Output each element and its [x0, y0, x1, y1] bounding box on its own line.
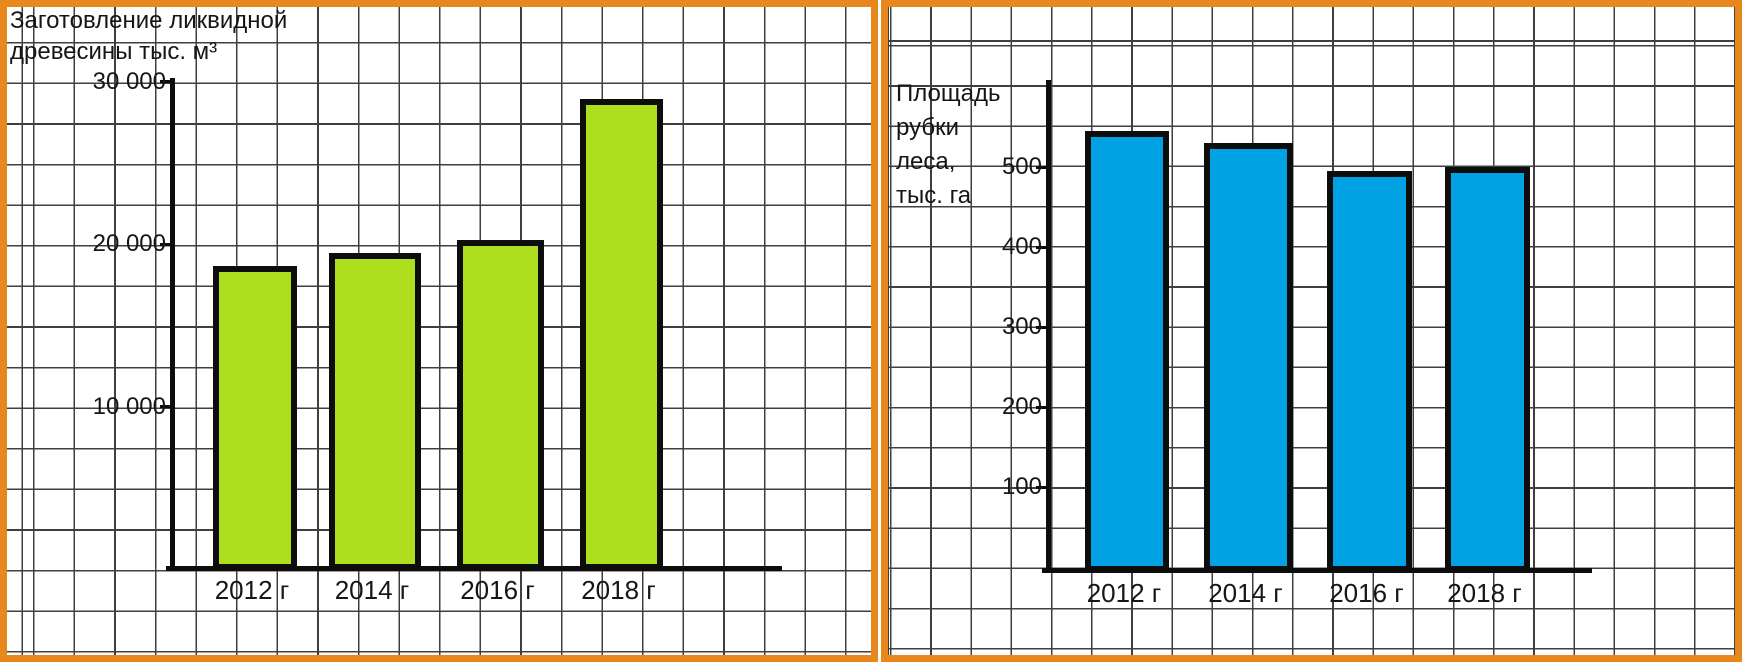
- left-chart-bar-2012: [213, 266, 297, 570]
- right-chart-y-tick-mark: [1036, 485, 1046, 489]
- left-chart-title: Заготовление ликвидной древесины тыс. м³: [10, 7, 288, 65]
- right-chart-x-axis: [1042, 568, 1592, 573]
- left-chart-x-category-label: 2016 г: [460, 575, 535, 605]
- left-chart-x-category-label: 2012 г: [214, 575, 290, 605]
- left-chart-x-category-label: 2014 г: [334, 575, 410, 605]
- right-chart-title: Площадь рубки леса, тыс. га: [896, 80, 1001, 209]
- right-chart-y-axis: [1046, 80, 1051, 572]
- right-chart-y-tick-mark: [1036, 325, 1046, 329]
- right-chart-bar-2012: [1085, 130, 1169, 572]
- right-chart-panel: [881, 0, 1742, 662]
- right-chart-y-tick-label: 400: [1001, 233, 1042, 260]
- left-chart-bar-2016: [457, 240, 544, 570]
- right-chart-y-tick-label: 100: [1001, 473, 1042, 500]
- right-chart-x-category-label: 2018 г: [1447, 578, 1522, 608]
- right-chart-x-category-label: 2012 г: [1086, 578, 1162, 608]
- left-chart-panel: [0, 0, 878, 662]
- right-chart-y-tick-label: 500: [1001, 153, 1042, 180]
- left-chart-y-tick-label: 30 000: [92, 67, 166, 95]
- right-chart-x-category-label: 2014 г: [1208, 578, 1283, 608]
- right-chart-y-tick-mark: [1036, 405, 1046, 409]
- left-chart-y-tick-mark: [160, 405, 170, 408]
- left-chart-bar-2018: [580, 98, 663, 570]
- right-chart-y-tick-mark: [1036, 245, 1046, 249]
- right-chart-y-tick-label: 200: [1001, 393, 1042, 420]
- left-chart-y-tick-mark: [160, 80, 170, 83]
- right-chart-x-category-label: 2016 г: [1329, 578, 1404, 608]
- left-chart-y-axis: [170, 78, 175, 570]
- right-chart-bar-2018: [1445, 167, 1530, 572]
- right-chart-y-tick-label: 300: [1001, 313, 1042, 340]
- right-chart-bar-2014: [1204, 142, 1293, 572]
- right-chart-y-tick-mark: [1036, 165, 1046, 169]
- right-chart-bar-2016: [1327, 171, 1412, 572]
- left-chart-bar-2014: [329, 253, 421, 570]
- left-chart-y-tick-mark: [160, 242, 170, 246]
- left-chart-y-tick-label: 10 000: [92, 392, 166, 420]
- left-chart-x-category-label: 2018 г: [581, 575, 656, 605]
- left-chart-x-axis: [166, 566, 782, 571]
- left-chart-y-tick-label: 20 000: [92, 230, 166, 257]
